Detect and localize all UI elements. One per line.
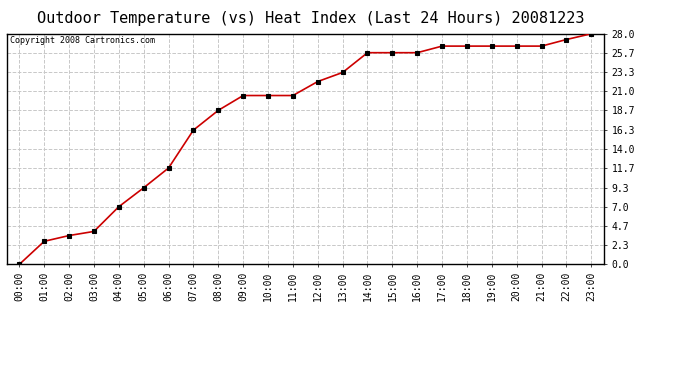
Text: Copyright 2008 Cartronics.com: Copyright 2008 Cartronics.com [10, 36, 155, 45]
Text: Outdoor Temperature (vs) Heat Index (Last 24 Hours) 20081223: Outdoor Temperature (vs) Heat Index (Las… [37, 11, 584, 26]
